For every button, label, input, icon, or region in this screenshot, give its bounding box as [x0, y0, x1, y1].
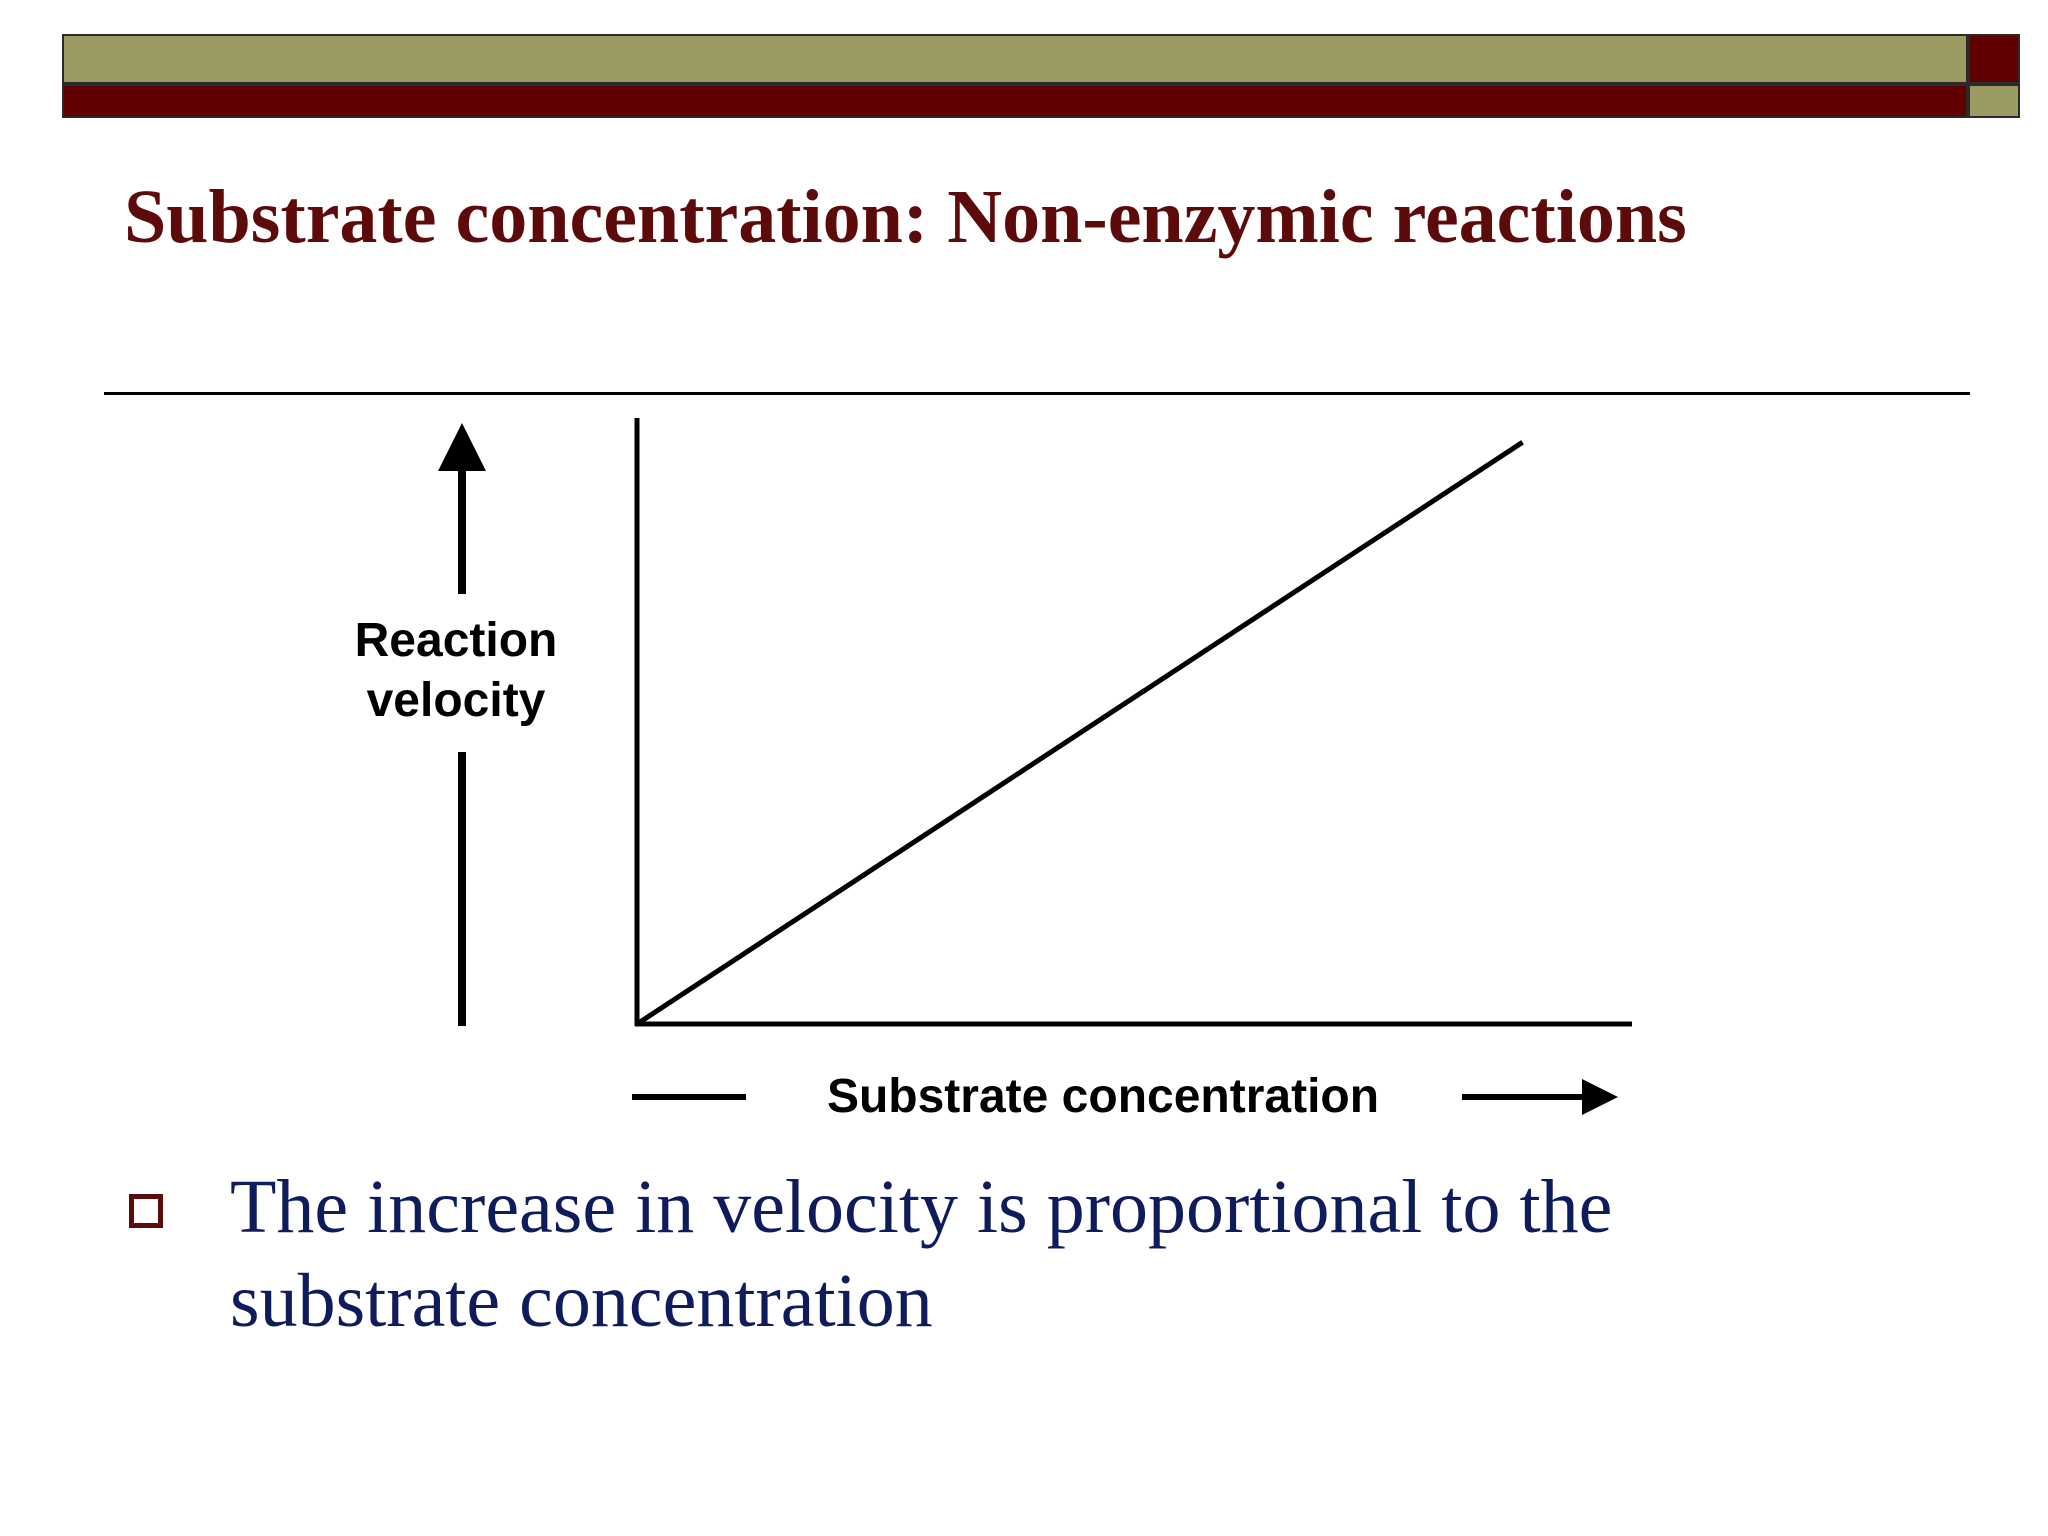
slide-title: Substrate concentration: Non-enzymic rea…	[124, 175, 1687, 259]
header-corner-red	[1968, 34, 2020, 84]
header-bar-red	[62, 84, 1968, 118]
bullet-square-icon	[129, 1194, 163, 1228]
bullet-text: The increase in velocity is proportional…	[230, 1165, 1613, 1343]
y-axis-label-line-1: Reaction	[355, 614, 558, 667]
header-bar-olive	[62, 34, 1968, 84]
y-axis-label-line-2: velocity	[367, 674, 546, 727]
data-series-line	[635, 440, 1524, 1027]
title-rule	[104, 392, 1970, 395]
header-bar	[62, 34, 2020, 118]
x-axis-label: Substrate concentration	[827, 1070, 1379, 1123]
header-corner-olive	[1968, 84, 2020, 118]
